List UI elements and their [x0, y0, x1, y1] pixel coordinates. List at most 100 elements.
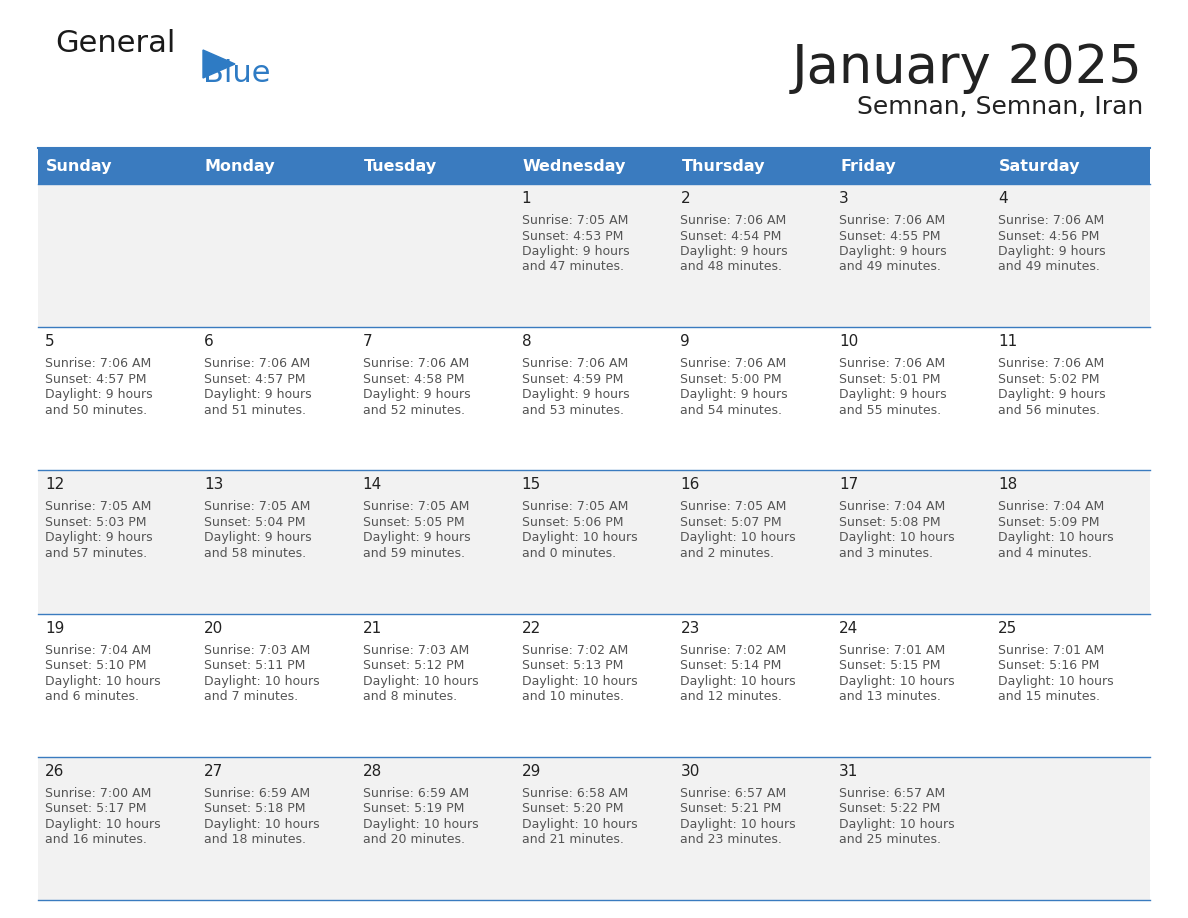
Text: Sunset: 5:11 PM: Sunset: 5:11 PM — [204, 659, 305, 672]
Text: Daylight: 10 hours: Daylight: 10 hours — [522, 532, 637, 544]
Text: Sunrise: 7:04 AM: Sunrise: 7:04 AM — [45, 644, 151, 656]
FancyBboxPatch shape — [38, 184, 1150, 327]
Text: Sunset: 5:00 PM: Sunset: 5:00 PM — [681, 373, 782, 386]
Text: Sunrise: 7:06 AM: Sunrise: 7:06 AM — [839, 357, 946, 370]
Text: and 10 minutes.: and 10 minutes. — [522, 690, 624, 703]
Text: and 16 minutes.: and 16 minutes. — [45, 834, 147, 846]
Text: Sunrise: 7:05 AM: Sunrise: 7:05 AM — [204, 500, 310, 513]
Text: Daylight: 9 hours: Daylight: 9 hours — [362, 388, 470, 401]
Text: Sunset: 5:17 PM: Sunset: 5:17 PM — [45, 802, 146, 815]
Text: and 47 minutes.: and 47 minutes. — [522, 261, 624, 274]
Text: 10: 10 — [839, 334, 859, 349]
Text: Daylight: 9 hours: Daylight: 9 hours — [204, 388, 311, 401]
Text: Daylight: 10 hours: Daylight: 10 hours — [681, 818, 796, 831]
Text: and 49 minutes.: and 49 minutes. — [839, 261, 941, 274]
Text: 15: 15 — [522, 477, 541, 492]
Text: and 53 minutes.: and 53 minutes. — [522, 404, 624, 417]
FancyBboxPatch shape — [38, 756, 1150, 900]
Text: Daylight: 10 hours: Daylight: 10 hours — [998, 532, 1114, 544]
Text: Sunset: 4:55 PM: Sunset: 4:55 PM — [839, 230, 941, 242]
Text: and 25 minutes.: and 25 minutes. — [839, 834, 941, 846]
Text: 19: 19 — [45, 621, 64, 635]
Text: Sunset: 5:10 PM: Sunset: 5:10 PM — [45, 659, 146, 672]
Text: and 58 minutes.: and 58 minutes. — [204, 547, 307, 560]
Text: Daylight: 10 hours: Daylight: 10 hours — [839, 818, 955, 831]
Text: and 21 minutes.: and 21 minutes. — [522, 834, 624, 846]
Text: and 55 minutes.: and 55 minutes. — [839, 404, 941, 417]
FancyBboxPatch shape — [38, 613, 1150, 756]
Text: Daylight: 9 hours: Daylight: 9 hours — [522, 245, 630, 258]
Text: and 54 minutes.: and 54 minutes. — [681, 404, 783, 417]
Text: 24: 24 — [839, 621, 859, 635]
Text: Sunset: 5:18 PM: Sunset: 5:18 PM — [204, 802, 305, 815]
Text: Sunrise: 7:04 AM: Sunrise: 7:04 AM — [998, 500, 1105, 513]
Text: Thursday: Thursday — [682, 159, 765, 174]
Text: Sunrise: 7:06 AM: Sunrise: 7:06 AM — [681, 357, 786, 370]
Text: 12: 12 — [45, 477, 64, 492]
Text: Daylight: 10 hours: Daylight: 10 hours — [681, 675, 796, 688]
Text: 3: 3 — [839, 191, 849, 206]
Text: Sunrise: 7:05 AM: Sunrise: 7:05 AM — [681, 500, 786, 513]
Text: Daylight: 10 hours: Daylight: 10 hours — [681, 532, 796, 544]
Text: Sunset: 5:05 PM: Sunset: 5:05 PM — [362, 516, 465, 529]
Text: 16: 16 — [681, 477, 700, 492]
Text: Sunset: 5:14 PM: Sunset: 5:14 PM — [681, 659, 782, 672]
Text: 30: 30 — [681, 764, 700, 778]
Text: Sunrise: 7:01 AM: Sunrise: 7:01 AM — [839, 644, 946, 656]
Text: 7: 7 — [362, 334, 372, 349]
Text: 20: 20 — [204, 621, 223, 635]
Text: Sunrise: 7:05 AM: Sunrise: 7:05 AM — [522, 500, 628, 513]
Text: Daylight: 10 hours: Daylight: 10 hours — [204, 675, 320, 688]
Polygon shape — [203, 50, 235, 78]
Text: Sunset: 4:54 PM: Sunset: 4:54 PM — [681, 230, 782, 242]
Text: Sunrise: 6:58 AM: Sunrise: 6:58 AM — [522, 787, 627, 800]
Text: Daylight: 9 hours: Daylight: 9 hours — [998, 388, 1106, 401]
Text: Sunset: 5:12 PM: Sunset: 5:12 PM — [362, 659, 465, 672]
Text: Sunset: 4:53 PM: Sunset: 4:53 PM — [522, 230, 623, 242]
Text: Sunset: 5:02 PM: Sunset: 5:02 PM — [998, 373, 1100, 386]
Text: 29: 29 — [522, 764, 541, 778]
Text: Daylight: 10 hours: Daylight: 10 hours — [522, 675, 637, 688]
Text: Friday: Friday — [840, 159, 896, 174]
Text: Sunset: 5:13 PM: Sunset: 5:13 PM — [522, 659, 623, 672]
Text: and 48 minutes.: and 48 minutes. — [681, 261, 783, 274]
Text: 1: 1 — [522, 191, 531, 206]
Text: Sunrise: 7:06 AM: Sunrise: 7:06 AM — [681, 214, 786, 227]
Text: and 50 minutes.: and 50 minutes. — [45, 404, 147, 417]
Text: 22: 22 — [522, 621, 541, 635]
Text: Sunrise: 6:57 AM: Sunrise: 6:57 AM — [839, 787, 946, 800]
Text: January 2025: January 2025 — [792, 42, 1143, 94]
Text: Sunset: 5:09 PM: Sunset: 5:09 PM — [998, 516, 1100, 529]
Text: Sunset: 5:22 PM: Sunset: 5:22 PM — [839, 802, 941, 815]
Text: Sunrise: 7:04 AM: Sunrise: 7:04 AM — [839, 500, 946, 513]
Text: and 59 minutes.: and 59 minutes. — [362, 547, 465, 560]
Text: and 12 minutes.: and 12 minutes. — [681, 690, 783, 703]
Text: Daylight: 10 hours: Daylight: 10 hours — [45, 675, 160, 688]
Text: Sunset: 4:58 PM: Sunset: 4:58 PM — [362, 373, 465, 386]
Text: Sunrise: 7:05 AM: Sunrise: 7:05 AM — [522, 214, 628, 227]
Text: and 49 minutes.: and 49 minutes. — [998, 261, 1100, 274]
Text: Daylight: 9 hours: Daylight: 9 hours — [362, 532, 470, 544]
Text: Sunset: 5:20 PM: Sunset: 5:20 PM — [522, 802, 623, 815]
Text: Daylight: 10 hours: Daylight: 10 hours — [839, 532, 955, 544]
Text: and 57 minutes.: and 57 minutes. — [45, 547, 147, 560]
Text: Sunrise: 7:03 AM: Sunrise: 7:03 AM — [204, 644, 310, 656]
Text: Daylight: 10 hours: Daylight: 10 hours — [45, 818, 160, 831]
Text: Sunset: 4:59 PM: Sunset: 4:59 PM — [522, 373, 623, 386]
Text: Sunset: 5:04 PM: Sunset: 5:04 PM — [204, 516, 305, 529]
Text: Daylight: 9 hours: Daylight: 9 hours — [204, 532, 311, 544]
Text: Daylight: 9 hours: Daylight: 9 hours — [45, 532, 152, 544]
Text: 18: 18 — [998, 477, 1017, 492]
Text: Tuesday: Tuesday — [364, 159, 437, 174]
Text: Sunset: 4:56 PM: Sunset: 4:56 PM — [998, 230, 1100, 242]
Text: Daylight: 10 hours: Daylight: 10 hours — [522, 818, 637, 831]
Text: 28: 28 — [362, 764, 383, 778]
Text: Sunset: 5:21 PM: Sunset: 5:21 PM — [681, 802, 782, 815]
Text: Daylight: 9 hours: Daylight: 9 hours — [522, 388, 630, 401]
Text: 17: 17 — [839, 477, 859, 492]
Text: 11: 11 — [998, 334, 1017, 349]
Text: Daylight: 9 hours: Daylight: 9 hours — [681, 245, 788, 258]
Text: and 15 minutes.: and 15 minutes. — [998, 690, 1100, 703]
Text: Sunset: 5:15 PM: Sunset: 5:15 PM — [839, 659, 941, 672]
Text: 21: 21 — [362, 621, 383, 635]
